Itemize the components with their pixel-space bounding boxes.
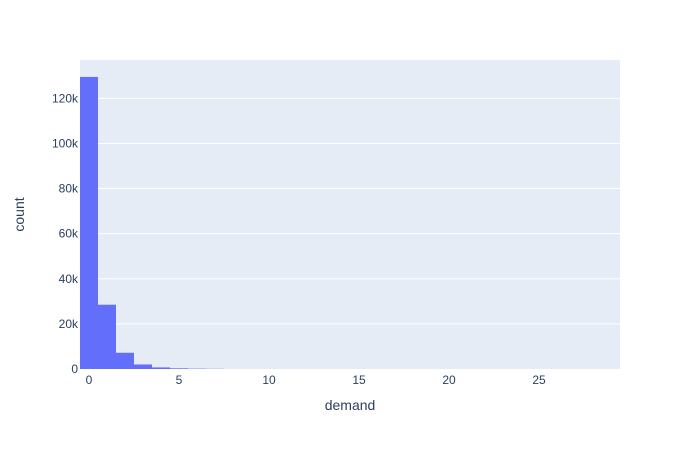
y-axis-ticks: 0 20k 40k 60k 80k 100k 120k [52, 91, 79, 376]
y-tick-label: 80k [59, 182, 79, 196]
x-tick-label: 10 [262, 373, 276, 387]
plot-area [80, 60, 620, 369]
y-tick-label: 60k [59, 227, 79, 241]
histogram-bar [116, 352, 134, 369]
x-axis-title: demand [325, 397, 376, 413]
histogram-bar [80, 76, 98, 369]
y-tick-label: 40k [59, 272, 79, 286]
y-tick-label: 100k [52, 136, 79, 150]
histogram-bars [80, 76, 224, 369]
x-tick-label: 5 [176, 373, 183, 387]
histogram-bar [98, 304, 116, 369]
x-tick-label: 15 [352, 373, 366, 387]
gridlines [80, 97, 620, 325]
histogram-bar [134, 364, 152, 369]
x-tick-label: 0 [86, 373, 93, 387]
x-tick-label: 20 [442, 373, 456, 387]
y-axis-title: count [11, 197, 27, 231]
x-axis-ticks: 0 5 10 15 20 25 [86, 373, 546, 387]
x-tick-label: 25 [532, 373, 546, 387]
y-tick-label: 20k [59, 317, 79, 331]
y-tick-label: 0 [71, 362, 78, 376]
histogram-bar [152, 367, 170, 369]
histogram-bar [170, 368, 188, 369]
y-tick-label: 120k [52, 91, 79, 105]
